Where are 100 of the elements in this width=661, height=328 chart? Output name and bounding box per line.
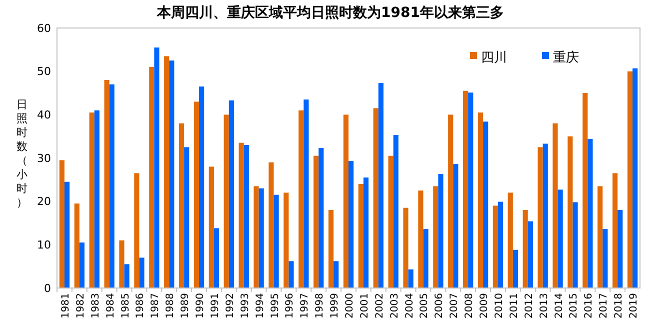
bar bbox=[627, 71, 633, 288]
bar bbox=[139, 258, 144, 288]
bar bbox=[552, 123, 558, 288]
bar bbox=[582, 93, 588, 288]
bar bbox=[268, 162, 274, 288]
bar bbox=[423, 229, 428, 288]
bar bbox=[254, 186, 259, 288]
x-tick-label: 1984 bbox=[105, 293, 116, 318]
bar bbox=[284, 192, 289, 288]
bar bbox=[528, 221, 533, 288]
x-tick-label: 2012 bbox=[524, 293, 535, 318]
bar bbox=[522, 210, 528, 288]
y-tick-label: 60 bbox=[37, 22, 51, 35]
bar bbox=[388, 156, 394, 288]
bar bbox=[169, 60, 174, 288]
bar bbox=[184, 147, 190, 288]
bar bbox=[89, 112, 94, 288]
x-tick-label: 1983 bbox=[90, 293, 102, 318]
bar bbox=[164, 56, 170, 288]
bar bbox=[558, 190, 563, 288]
bar bbox=[154, 48, 160, 288]
x-tick-label: 1985 bbox=[120, 293, 132, 318]
bar bbox=[568, 136, 573, 288]
x-tick-label: 2014 bbox=[554, 293, 565, 318]
x-tick-label: 2003 bbox=[389, 293, 400, 318]
x-tick-label: 1999 bbox=[330, 293, 341, 318]
bar bbox=[244, 145, 249, 288]
x-tick-label: 1994 bbox=[254, 293, 266, 318]
bar bbox=[64, 182, 70, 288]
y-tick-label: 50 bbox=[37, 65, 51, 78]
bar bbox=[453, 164, 458, 288]
x-tick-label: 2004 bbox=[404, 293, 416, 318]
bar bbox=[508, 192, 513, 288]
x-tick-label: 2009 bbox=[479, 293, 490, 318]
bar bbox=[373, 108, 378, 288]
x-tick-label: 1987 bbox=[150, 293, 162, 318]
bar bbox=[59, 160, 64, 288]
bar bbox=[618, 210, 623, 288]
bar bbox=[363, 178, 369, 288]
bar bbox=[403, 208, 408, 288]
x-tick-label: 2008 bbox=[464, 293, 476, 318]
bar bbox=[314, 156, 319, 288]
y-axis-title: 日照时数（小时） bbox=[16, 98, 28, 209]
x-tick-label: 1996 bbox=[284, 293, 296, 318]
x-tick-label: 2002 bbox=[374, 293, 386, 318]
bar bbox=[602, 229, 608, 288]
bar bbox=[214, 228, 220, 288]
bar bbox=[542, 144, 548, 288]
bar bbox=[258, 188, 264, 288]
y-tick-label: 40 bbox=[37, 108, 51, 122]
x-tick-label: 2000 bbox=[344, 293, 356, 318]
bar bbox=[438, 174, 444, 288]
x-tick-label: 2013 bbox=[538, 293, 550, 318]
bar bbox=[208, 166, 214, 288]
x-tick-label: 1995 bbox=[270, 293, 281, 318]
bar bbox=[149, 67, 154, 288]
bar bbox=[433, 186, 438, 288]
bar bbox=[538, 147, 543, 288]
bar bbox=[378, 83, 384, 288]
bar bbox=[418, 190, 424, 288]
x-tick-label: 1991 bbox=[210, 293, 221, 318]
bar bbox=[79, 242, 85, 288]
bar bbox=[224, 114, 229, 288]
x-tick-label: 1989 bbox=[180, 293, 192, 318]
bar bbox=[298, 110, 304, 288]
bar bbox=[194, 102, 200, 288]
bar bbox=[448, 114, 454, 288]
bar bbox=[498, 202, 504, 288]
x-tick-label: 1988 bbox=[165, 293, 176, 318]
bar bbox=[228, 100, 234, 288]
x-tick-label: 2011 bbox=[508, 293, 520, 318]
bar bbox=[109, 84, 114, 288]
x-tick-label: 2016 bbox=[584, 293, 595, 318]
x-tick-label: 2018 bbox=[614, 293, 625, 318]
bar bbox=[134, 173, 140, 288]
x-tick-label: 1998 bbox=[314, 293, 326, 318]
bar bbox=[598, 186, 603, 288]
bar bbox=[328, 210, 334, 288]
bar bbox=[612, 173, 618, 288]
x-tick-label: 2001 bbox=[359, 293, 370, 318]
bar bbox=[468, 92, 474, 288]
bar bbox=[358, 184, 364, 288]
y-tick-label: 20 bbox=[37, 195, 51, 208]
bar bbox=[348, 161, 354, 288]
x-tick-label: 2005 bbox=[419, 293, 430, 318]
x-tick-label: 2019 bbox=[628, 293, 640, 318]
bar bbox=[124, 264, 130, 288]
bar bbox=[274, 194, 279, 288]
bar bbox=[632, 68, 638, 288]
x-tick-label: 2015 bbox=[568, 293, 580, 318]
bar bbox=[478, 112, 484, 288]
bar bbox=[288, 261, 294, 288]
chart-title: 本周四川、重庆区域平均日照时数为1981年以来第三多 bbox=[156, 4, 504, 21]
bar bbox=[238, 142, 244, 288]
bar bbox=[343, 114, 348, 288]
x-tick-label: 1981 bbox=[60, 293, 72, 318]
bar bbox=[94, 110, 100, 288]
legend-label: 重庆 bbox=[553, 50, 579, 66]
x-tick-label: 1992 bbox=[224, 293, 236, 318]
bar bbox=[483, 122, 488, 288]
